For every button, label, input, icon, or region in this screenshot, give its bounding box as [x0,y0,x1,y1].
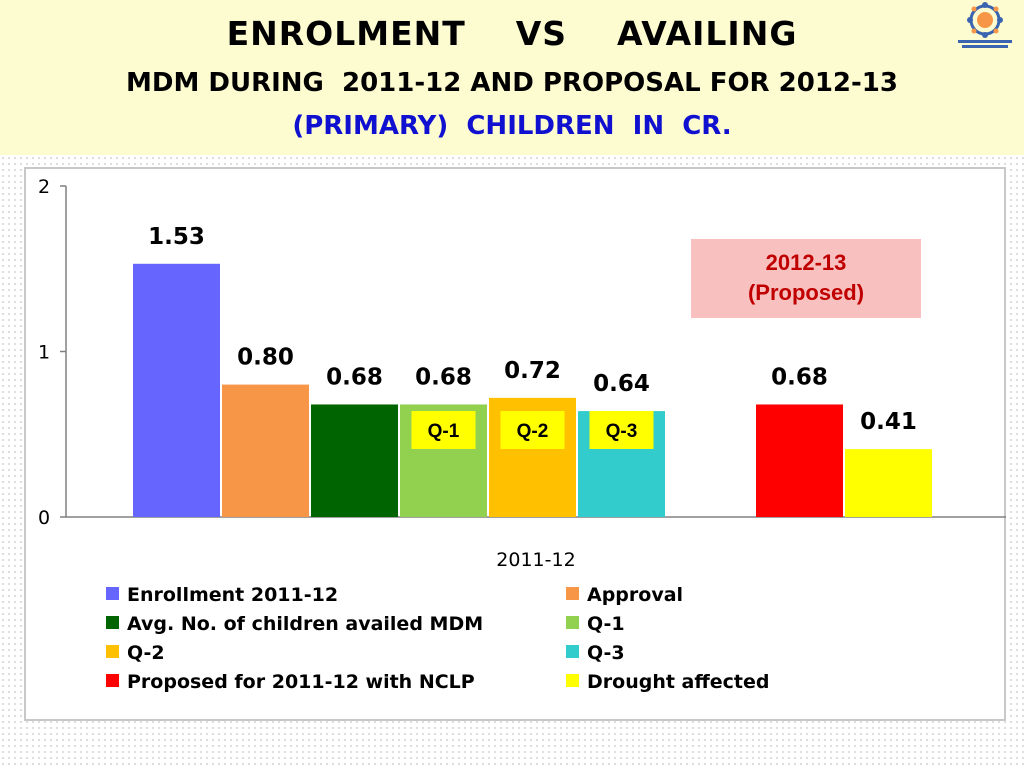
bar-2 [222,384,309,517]
data-label: 0.68 [326,364,383,390]
legend-swatch [106,674,119,687]
data-label: 0.68 [415,364,472,390]
chart-data-labels: 1.53 0.80 0.68 0.68 0.72 0.64 0.68 0.41 [148,224,917,435]
bar-7 [756,404,843,517]
proposed-annotation-year: 2012-13 [765,250,847,275]
page-title: ENROLMENT VS AVAILING [226,14,798,53]
legend-label: Approval [587,584,684,606]
legend-swatch [106,587,119,600]
mdm-logo-icon [958,2,1012,48]
legend-item: Q-1 [566,610,625,638]
y-tick-label: 2 [38,176,50,198]
legend-item: Avg. No. of children availed MDM [106,610,483,638]
bar-8 [845,449,932,517]
title-banner: ENROLMENT VS AVAILING MDM DURING 2011-12… [0,0,1024,155]
legend-swatch [566,674,579,687]
quarter-tag-label: Q-2 [517,421,549,442]
legend-item: Proposed for 2011-12 with NCLP [106,668,475,696]
legend-label: Proposed for 2011-12 with NCLP [127,671,475,693]
proposed-annotation: 2012-13 (Proposed) [691,239,921,318]
page-subtitle-unit: (PRIMARY) CHILDREN IN CR. [292,111,732,141]
legend-label: Enrollment 2011-12 [127,584,339,606]
bar-3 [311,404,398,517]
y-tick-label: 0 [38,507,50,529]
legend-label: Q-1 [587,613,625,635]
legend-item: Q-3 [566,639,625,667]
legend-label: Q-2 [127,642,165,664]
legend-item: Approval [566,581,683,609]
quarter-tag-label: Q-3 [606,421,638,442]
quarter-tag-box [589,411,654,449]
proposed-annotation-label: (Proposed) [747,280,865,305]
data-label: 0.64 [593,371,650,397]
data-label: 0.68 [771,364,828,390]
legend-swatch [566,616,579,629]
quarter-tag-box [500,411,565,449]
bar-1 [133,263,220,517]
legend-swatch [566,645,579,658]
legend-item: Drought affected [566,668,769,696]
page-subtitle: MDM DURING 2011-12 AND PROPOSAL FOR 2012… [126,68,898,98]
legend-item: Q-2 [106,639,165,667]
legend-label: Drought affected [587,671,770,693]
legend-swatch [566,587,579,600]
data-label: 0.72 [504,358,561,384]
bar-chart: 0 1 2 1.53 0.80 0.68 0.68 0.72 0.64 0.68 0.41 Q-1… [38,176,1006,571]
data-label: 1.53 [148,224,205,250]
quarter-tag-label: Q-1 [428,421,460,442]
x-axis-category-label: 2011-12 [496,549,575,571]
legend-label: Avg. No. of children availed MDM [127,613,484,635]
y-tick-label: 1 [38,342,50,364]
quarter-tag-box [411,411,476,449]
legend-item: Enrollment 2011-12 [106,581,338,609]
data-label: 0.80 [237,345,294,371]
legend-swatch [106,616,119,629]
quarter-tags: Q-1 Q-2 Q-3 [411,411,654,449]
legend-swatch [106,645,119,658]
data-label: 0.41 [860,409,917,435]
legend-label: Q-3 [587,642,625,664]
